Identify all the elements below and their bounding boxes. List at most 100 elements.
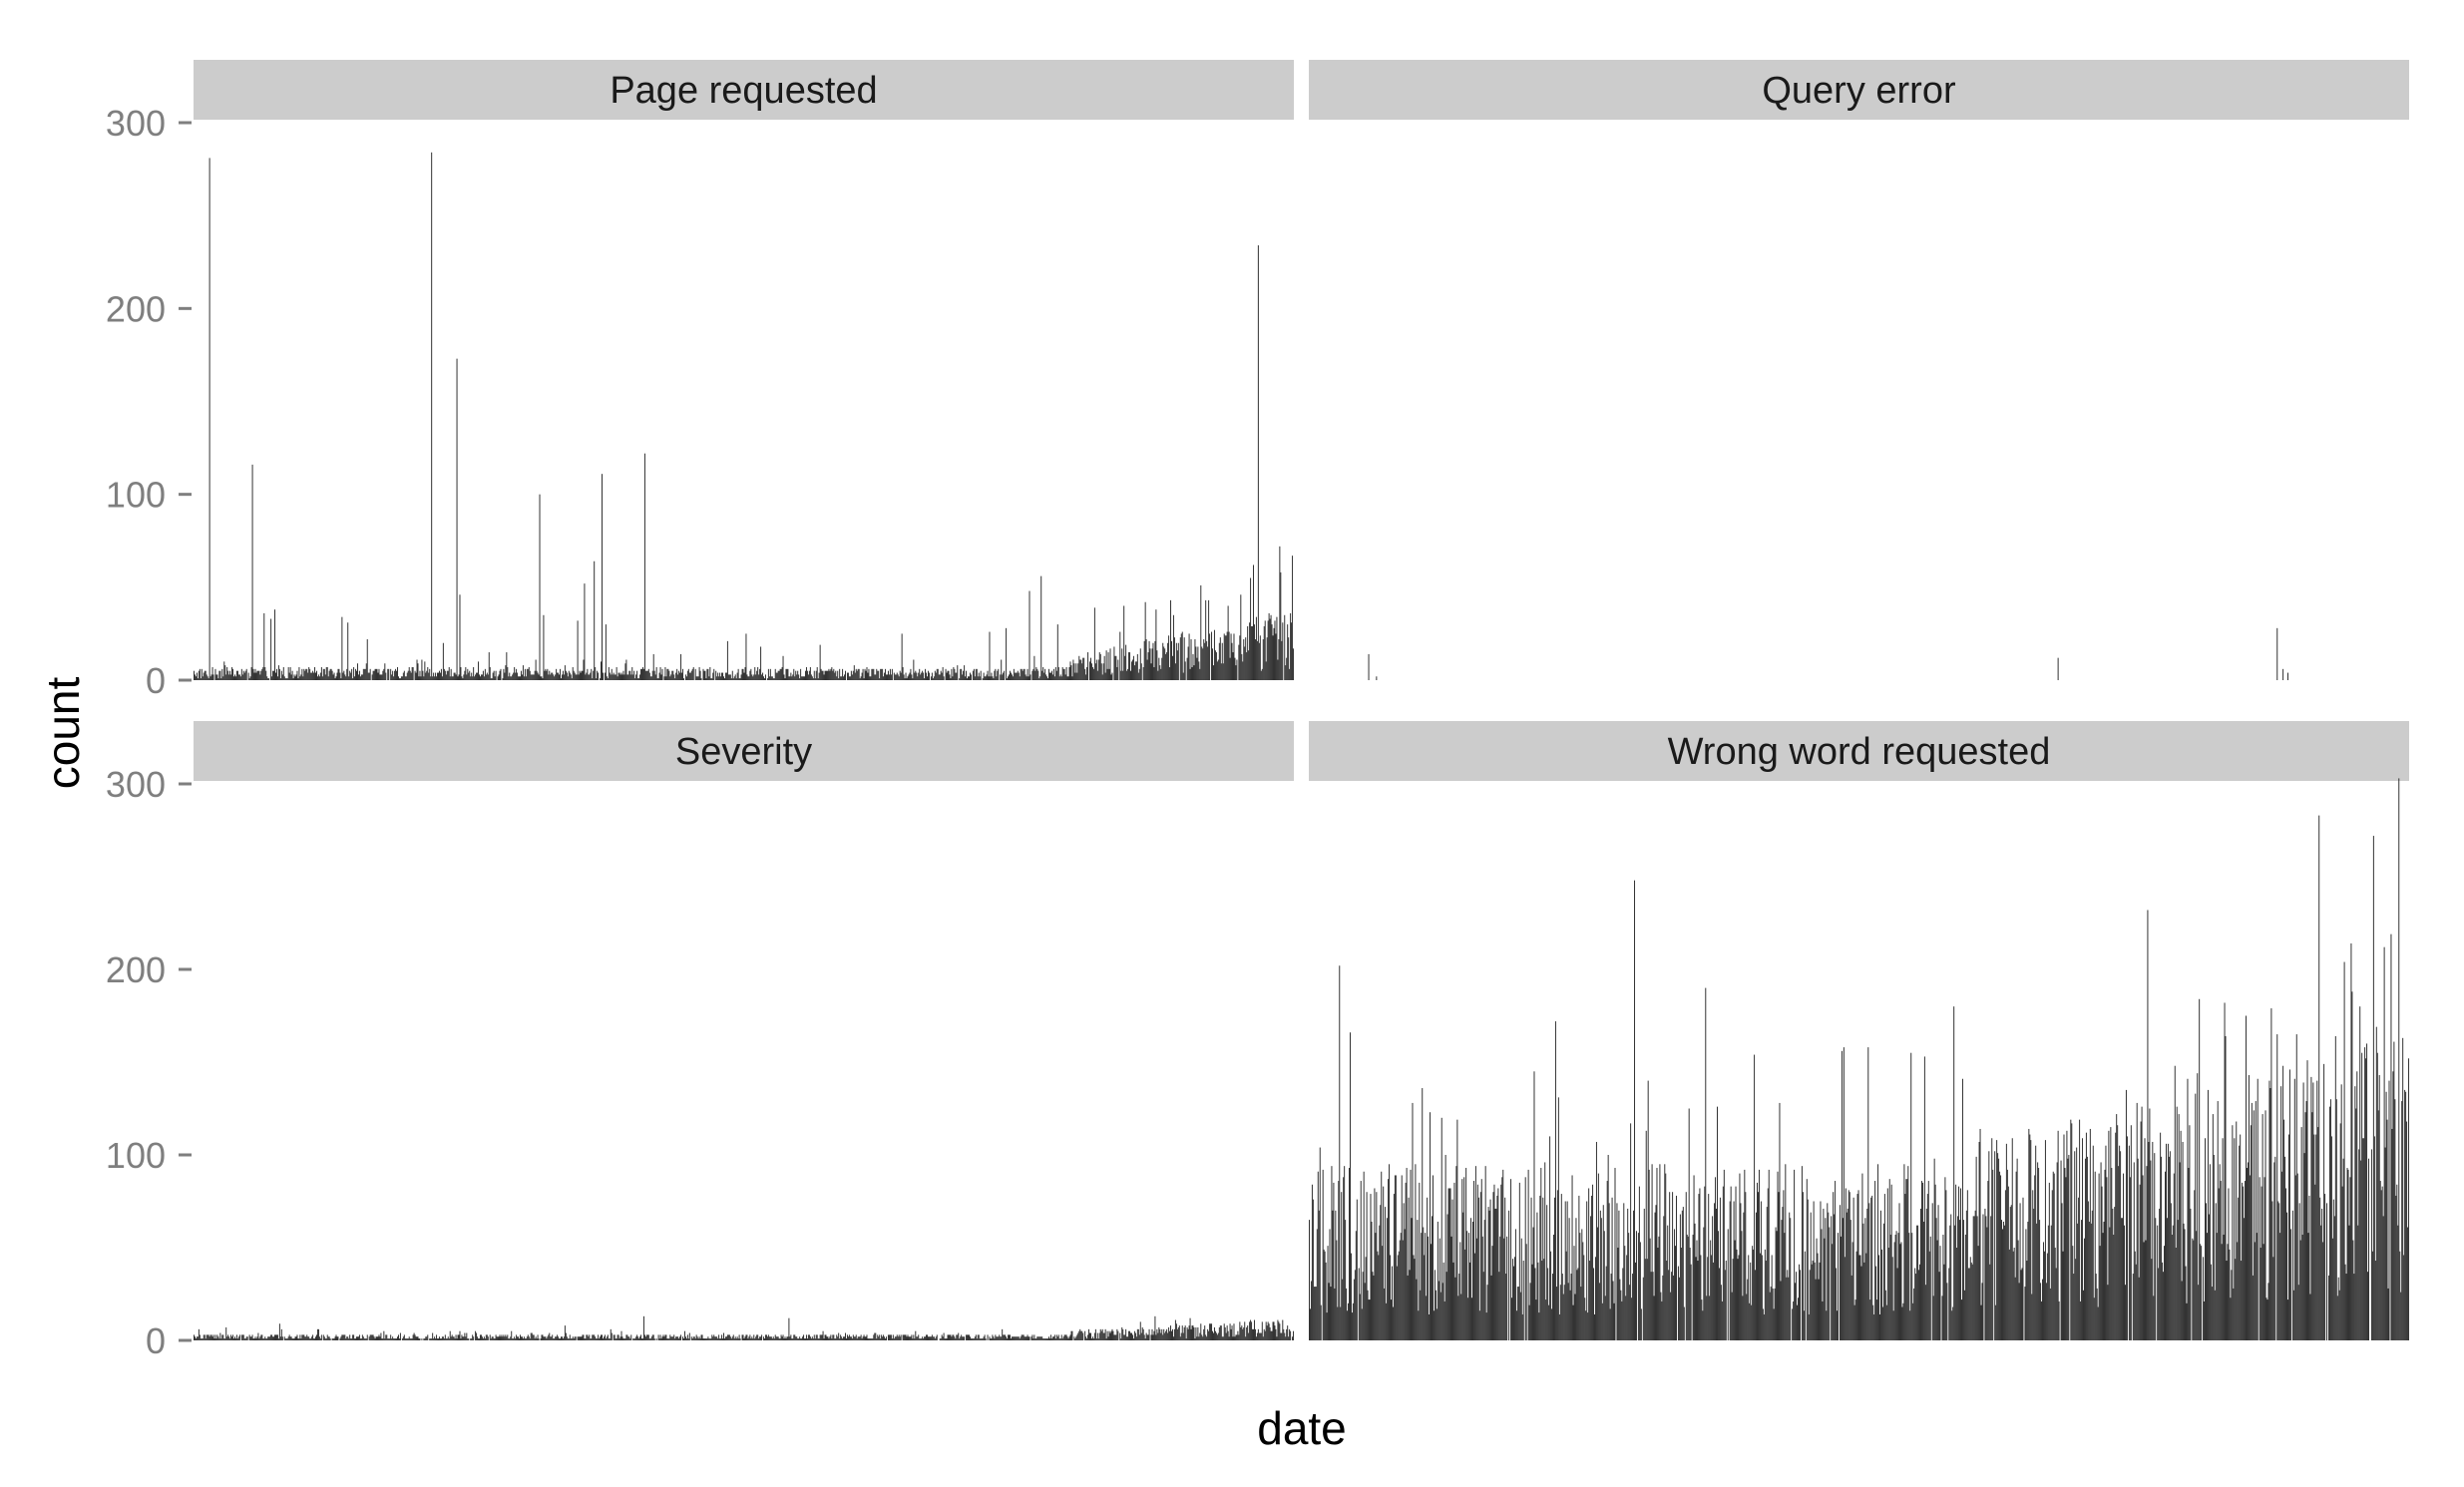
- bar: [604, 1334, 606, 1340]
- bar: [1931, 1203, 1933, 1340]
- bar: [2167, 1143, 2169, 1340]
- bar: [1779, 1102, 1781, 1340]
- bar: [533, 674, 535, 680]
- bar: [1613, 1302, 1615, 1340]
- bar: [758, 674, 760, 680]
- bar: [838, 1332, 840, 1340]
- bar: [709, 1338, 711, 1340]
- bar: [625, 1334, 627, 1340]
- bar: [2396, 1184, 2398, 1340]
- bar: [417, 1336, 419, 1340]
- bar: [816, 666, 818, 680]
- bar: [2279, 1233, 2281, 1340]
- bar: [654, 674, 656, 680]
- bar: [519, 1338, 521, 1340]
- bar: [1652, 1272, 1654, 1340]
- bar: [751, 674, 753, 680]
- bar: [2260, 1186, 2262, 1340]
- bar: [474, 676, 476, 680]
- bar: [802, 1336, 804, 1340]
- bar: [320, 1334, 322, 1340]
- bar: [410, 672, 412, 680]
- bar: [1171, 655, 1173, 680]
- bar: [1975, 1156, 1977, 1340]
- bar: [680, 1334, 682, 1340]
- bar: [219, 1332, 221, 1340]
- bar: [665, 1334, 667, 1340]
- bar: [1052, 1336, 1054, 1340]
- bar: [1115, 655, 1117, 680]
- bar: [1769, 1292, 1771, 1340]
- bar: [2259, 1177, 2260, 1340]
- bar: [1079, 1328, 1081, 1340]
- bar: [1433, 1310, 1435, 1340]
- bar: [527, 668, 529, 680]
- bar: [1054, 666, 1056, 680]
- bar: [420, 676, 422, 680]
- bar: [1363, 1171, 1365, 1340]
- bar: [1757, 1192, 1759, 1340]
- bar: [512, 674, 514, 680]
- bar: [1343, 1177, 1345, 1340]
- bar: [1663, 1216, 1665, 1340]
- bar: [413, 1332, 415, 1340]
- bar: [353, 1334, 355, 1340]
- bar: [1491, 1246, 1493, 1340]
- bar: [1133, 665, 1135, 680]
- bar: [991, 1338, 993, 1340]
- bar: [2082, 1138, 2084, 1340]
- bar: [430, 1338, 432, 1340]
- bar: [902, 666, 904, 680]
- bar: [1600, 1218, 1602, 1340]
- bar: [911, 1334, 913, 1340]
- bar: [609, 672, 611, 680]
- bar: [1272, 635, 1274, 680]
- bar: [946, 1338, 948, 1340]
- bar: [1702, 1310, 1704, 1340]
- bar: [341, 616, 343, 680]
- bar: [927, 676, 929, 680]
- bar: [974, 1336, 976, 1340]
- bar: [1288, 637, 1290, 680]
- bar: [1151, 1328, 1153, 1340]
- bar: [539, 494, 541, 680]
- bar: [2343, 961, 2345, 1340]
- bar: [1345, 1220, 1347, 1340]
- bar: [635, 1336, 637, 1340]
- bar: [1072, 659, 1074, 680]
- bar: [860, 676, 862, 680]
- bar: [2401, 1101, 2403, 1340]
- bar: [1575, 1218, 1577, 1340]
- bar: [651, 670, 653, 680]
- bar: [2166, 1218, 2168, 1340]
- bar: [1806, 1179, 1808, 1340]
- bar: [543, 1336, 545, 1340]
- bar: [515, 1338, 517, 1340]
- bar: [817, 678, 819, 680]
- bar: [857, 1336, 859, 1340]
- bar: [748, 1336, 750, 1340]
- bar: [404, 676, 406, 680]
- bar: [1148, 1328, 1150, 1340]
- bar: [1784, 1233, 1786, 1340]
- bar: [1043, 1338, 1045, 1340]
- bar: [739, 678, 741, 680]
- bar: [1115, 1334, 1117, 1340]
- bar: [310, 1338, 312, 1340]
- bar: [1212, 1330, 1214, 1340]
- bar: [925, 1336, 927, 1340]
- bar: [273, 670, 275, 680]
- bar: [878, 1336, 880, 1340]
- bar: [1167, 1332, 1169, 1340]
- bar: [1490, 1275, 1492, 1340]
- bar: [1015, 672, 1017, 680]
- bar: [374, 668, 376, 680]
- bar: [1980, 1304, 1982, 1340]
- bar: [2205, 1203, 2207, 1340]
- bar: [2207, 1089, 2209, 1340]
- bar: [671, 670, 673, 680]
- bar: [1741, 1231, 1743, 1340]
- bar: [1106, 1330, 1108, 1340]
- bar: [2289, 1229, 2291, 1340]
- bar: [356, 1336, 358, 1340]
